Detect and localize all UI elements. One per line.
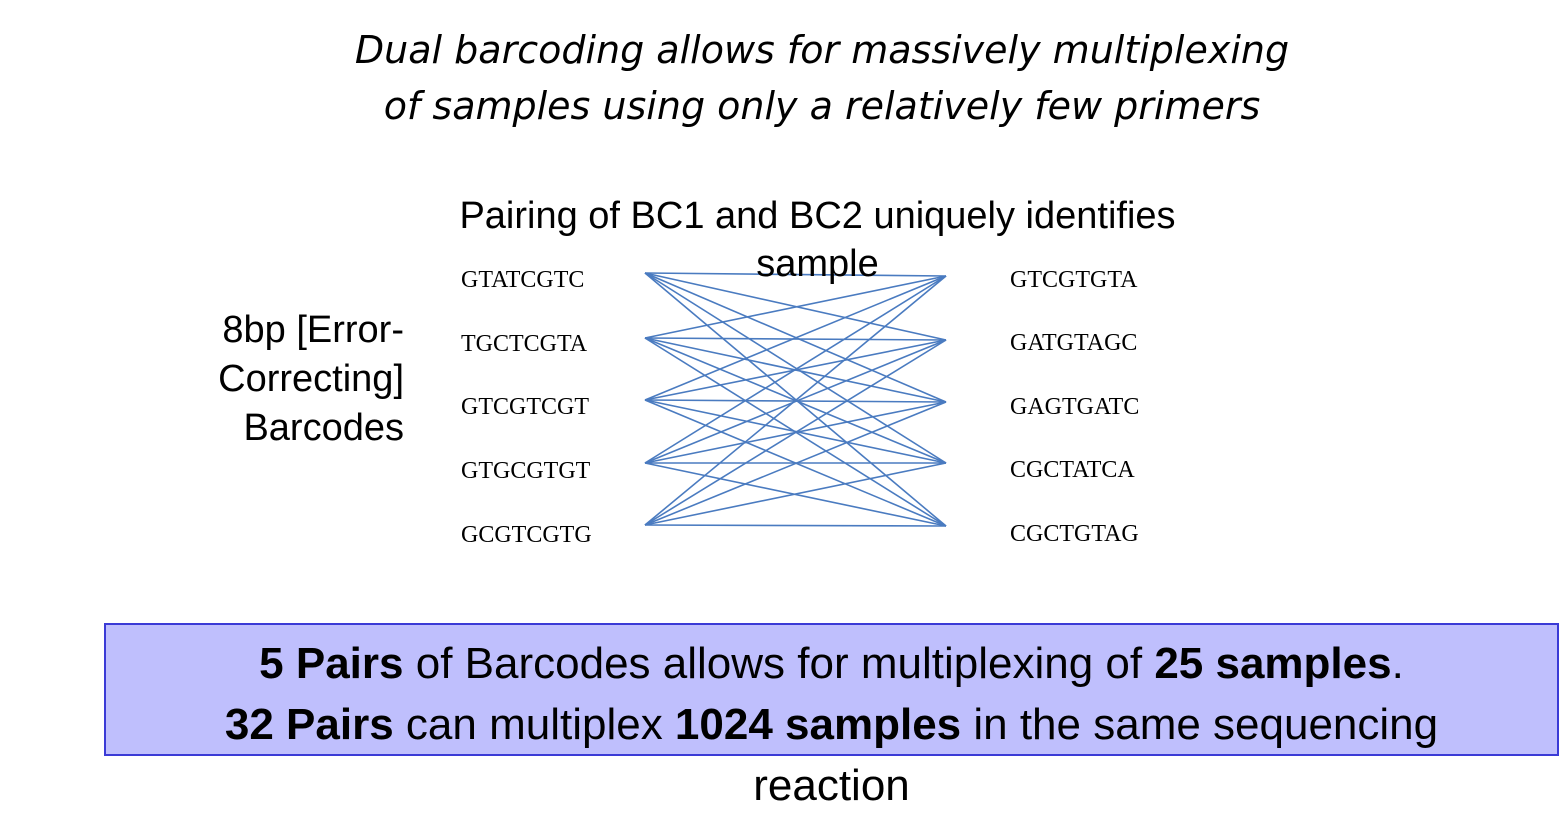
- pairing-caption-line-2: sample: [756, 243, 879, 285]
- slide-title-line-2: of samples using only a relatively few p…: [383, 84, 1261, 128]
- summary-line-3: reaction: [753, 761, 910, 810]
- bc1-sequence-4: GTGCGTGT: [461, 458, 591, 484]
- summary-line-2-text-2: in the same sequencing: [961, 700, 1439, 749]
- summary-line-1-bold-2: 25 samples: [1154, 639, 1392, 688]
- bc1-sequence-5: GCGTCGTG: [461, 522, 592, 548]
- barcode-type-label: 8bp [Error- Correcting] Barcodes: [150, 306, 404, 453]
- summary-line-2: 32 Pairs can multiplex 1024 samples in t…: [104, 694, 1559, 755]
- summary-line-1: 5 Pairs of Barcodes allows for multiplex…: [104, 633, 1559, 694]
- bc1-sequence-3: GTCGTCGT: [461, 394, 589, 420]
- pairing-line-bc1-3-bc2-1: [644, 275, 947, 401]
- summary-line-2-bold-1: 32 Pairs: [224, 700, 394, 749]
- summary-line-2-bold-2: 1024 samples: [674, 700, 962, 749]
- summary-line-1-text-1: of Barcodes allows for multiplexing of: [403, 639, 1155, 688]
- bc2-sequence-4: CGCTATCA: [1010, 457, 1135, 483]
- pairing-line-bc1-5-bc2-4: [644, 462, 947, 526]
- pairing-caption-line-1: Pairing of BC1 and BC2 uniquely identifi…: [459, 195, 1176, 237]
- pairing-line-bc1-1-bc2-4: [644, 272, 947, 464]
- bc2-sequence-2: GATGTAGC: [1010, 330, 1138, 356]
- pairing-line-bc1-2-bc2-1: [644, 275, 947, 339]
- summary-line-1-text-2: .: [1391, 639, 1404, 688]
- barcode-type-label-line-3: Barcodes: [243, 407, 404, 449]
- pairing-line-bc1-5-bc2-3: [644, 401, 947, 526]
- pairing-line-bc1-4-bc2-1: [644, 275, 947, 464]
- bc1-sequence-1: GTATCGTC: [461, 267, 585, 293]
- pairing-line-bc1-1-bc2-1: [644, 272, 947, 277]
- pairing-line-bc1-2-bc2-2: [644, 337, 947, 341]
- pairing-line-bc1-3-bc2-4: [644, 399, 947, 464]
- summary-box: [104, 623, 1559, 756]
- pairing-line-bc1-5-bc2-2: [644, 339, 947, 526]
- bc1-sequence-2: TGCTCGTA: [461, 331, 588, 357]
- bc2-sequence-3: GAGTGATC: [1010, 394, 1140, 420]
- slide-title-line-1: Dual barcoding allows for massively mult…: [354, 28, 1290, 72]
- summary-text: 5 Pairs of Barcodes allows for multiplex…: [104, 633, 1559, 816]
- summary-line-1-bold-1: 5 Pairs: [259, 639, 404, 688]
- bc2-sequence-1: GTCGTGTA: [1010, 267, 1138, 293]
- pairing-line-bc1-5-bc2-1: [644, 275, 947, 526]
- barcode-type-label-line-1: 8bp [Error-: [222, 309, 404, 351]
- barcode-type-label-line-2: Correcting]: [218, 358, 404, 400]
- summary-line-2-text-1: can multiplex: [393, 700, 675, 749]
- slide-title: Dual barcoding allows for massively mult…: [0, 22, 1566, 134]
- bc2-sequence-5: CGCTGTAG: [1010, 521, 1139, 547]
- pairing-line-bc1-5-bc2-5: [644, 524, 947, 527]
- pairing-caption: Pairing of BC1 and BC2 uniquely identifi…: [370, 192, 1265, 288]
